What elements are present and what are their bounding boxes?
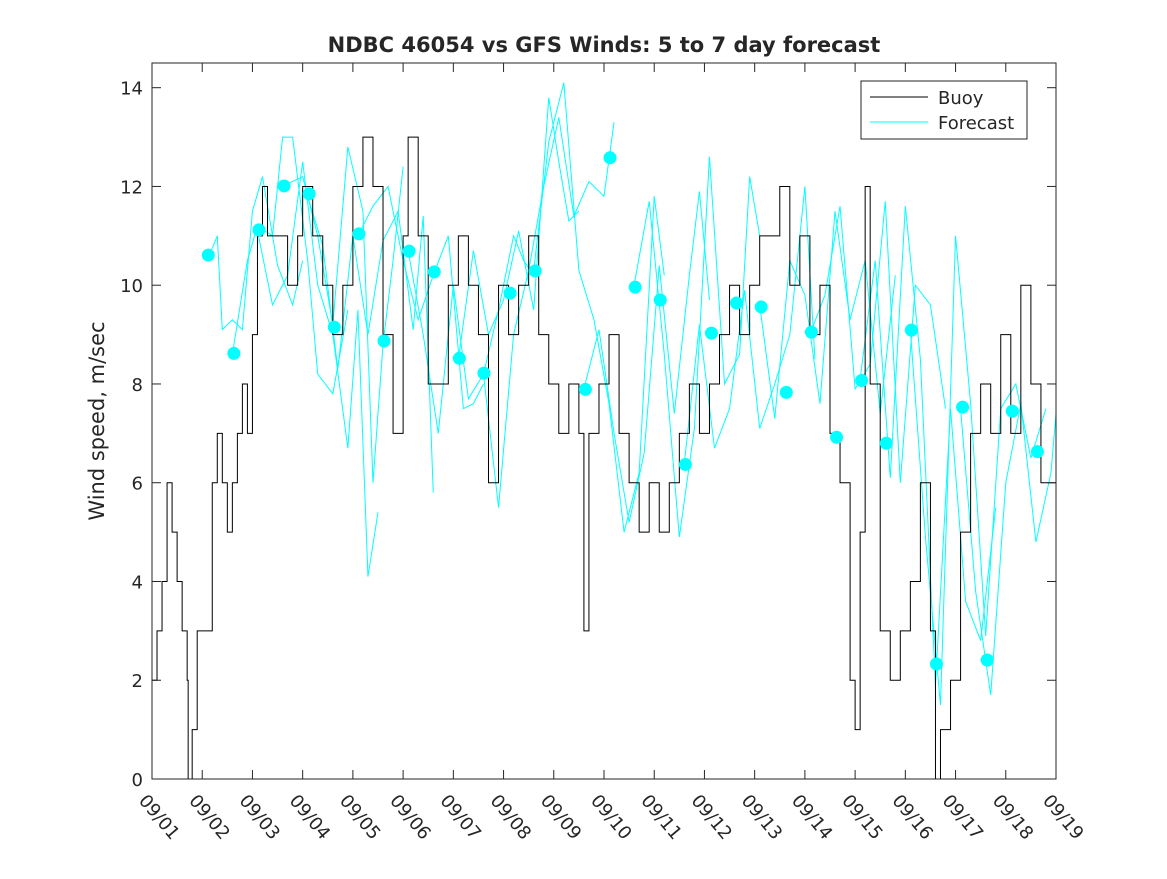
forecast-point xyxy=(227,346,241,360)
forecast-point xyxy=(678,457,692,471)
forecast-line-14 xyxy=(809,201,947,483)
forecast-point xyxy=(779,385,793,399)
x-tick-label: 09/19 xyxy=(1038,791,1087,844)
forecast-point xyxy=(804,325,818,339)
forecast-line-16 xyxy=(909,235,1047,705)
y-axis-label: Wind speed, m/sec xyxy=(85,321,109,520)
y-tick-label: 12 xyxy=(120,177,143,198)
forecast-line-8 xyxy=(482,117,615,508)
forecast-line-0 xyxy=(206,176,304,331)
forecast-point xyxy=(855,374,869,388)
y-tick-label: 10 xyxy=(120,276,143,297)
x-tick-label: 09/18 xyxy=(988,791,1037,844)
x-tick-label: 09/10 xyxy=(586,791,635,844)
x-tick-label: 09/08 xyxy=(486,791,535,844)
x-tick-label: 09/17 xyxy=(938,791,987,844)
x-tick-label: 09/06 xyxy=(385,791,434,844)
x-tick-label: 09/16 xyxy=(888,791,937,844)
forecast-point xyxy=(929,657,943,671)
forecast-point xyxy=(352,227,366,241)
buoy-line xyxy=(152,136,1056,780)
forecast-line-7 xyxy=(457,97,580,360)
x-tick-label: 09/02 xyxy=(184,791,233,844)
x-tick-label: 09/14 xyxy=(787,791,836,844)
forecast-point xyxy=(327,320,341,334)
forecast-point xyxy=(830,430,844,444)
forecast-point xyxy=(302,187,316,201)
legend-box xyxy=(860,80,1028,140)
x-tick-label: 09/01 xyxy=(134,791,183,844)
x-tick-label: 09/07 xyxy=(436,791,485,844)
forecast-point xyxy=(653,293,667,307)
forecast-point xyxy=(956,400,970,414)
forecast-line-11 xyxy=(633,156,761,538)
legend-buoy-label: Buoy xyxy=(938,88,984,109)
forecast-point xyxy=(528,264,542,278)
forecast-line-12 xyxy=(683,186,816,464)
legend-forecast-label: Forecast xyxy=(938,113,1014,134)
forecast-point xyxy=(628,280,642,294)
x-tick-label: 09/03 xyxy=(235,791,284,844)
y-tick-label: 6 xyxy=(132,474,143,495)
forecast-point xyxy=(754,300,768,314)
forecast-line-9 xyxy=(533,82,665,533)
x-tick-label: 09/04 xyxy=(285,791,334,844)
forecast-point xyxy=(1005,404,1019,418)
forecast-point xyxy=(427,265,441,279)
forecast-point xyxy=(477,366,491,380)
forecast-point xyxy=(503,286,517,300)
forecast-point xyxy=(402,244,416,258)
x-tick-label: 09/09 xyxy=(536,791,585,844)
forecast-point xyxy=(879,436,893,450)
forecast-line-4 xyxy=(307,196,434,493)
forecast-point xyxy=(904,323,918,337)
x-tick-label: 09/11 xyxy=(636,791,685,844)
forecast-point xyxy=(578,382,592,396)
y-tick-label: 8 xyxy=(132,375,143,396)
plot-background xyxy=(152,63,1056,779)
forecast-line-2 xyxy=(256,161,379,577)
forecast-point xyxy=(377,334,391,348)
forecast-line-1 xyxy=(231,136,349,396)
x-tick-label: 09/12 xyxy=(687,791,736,844)
forecast-line-15 xyxy=(859,206,997,686)
forecast-line-17 xyxy=(960,403,1057,696)
x-tick-label: 09/05 xyxy=(335,791,384,844)
y-tick-label: 14 xyxy=(120,79,143,100)
forecast-point xyxy=(980,653,994,667)
forecast-line-5 xyxy=(357,185,484,410)
forecast-point xyxy=(704,326,718,340)
forecast-point xyxy=(1030,445,1044,459)
forecast-point xyxy=(277,179,291,193)
forecast-point xyxy=(603,151,617,165)
chart-title: NDBC 46054 vs GFS Winds: 5 to 7 day fore… xyxy=(328,33,881,57)
x-tick-label: 09/13 xyxy=(737,791,786,844)
forecast-point xyxy=(730,296,744,310)
y-tick-label: 4 xyxy=(132,572,143,593)
forecast-point xyxy=(252,223,266,237)
y-tick-label: 0 xyxy=(132,770,143,791)
forecast-line-10 xyxy=(583,191,710,523)
forecast-point xyxy=(201,248,215,262)
forecast-point xyxy=(452,351,466,365)
x-tick-label: 09/15 xyxy=(837,791,886,844)
legend: Buoy Forecast xyxy=(860,80,1028,140)
y-tick-label: 2 xyxy=(132,671,143,692)
